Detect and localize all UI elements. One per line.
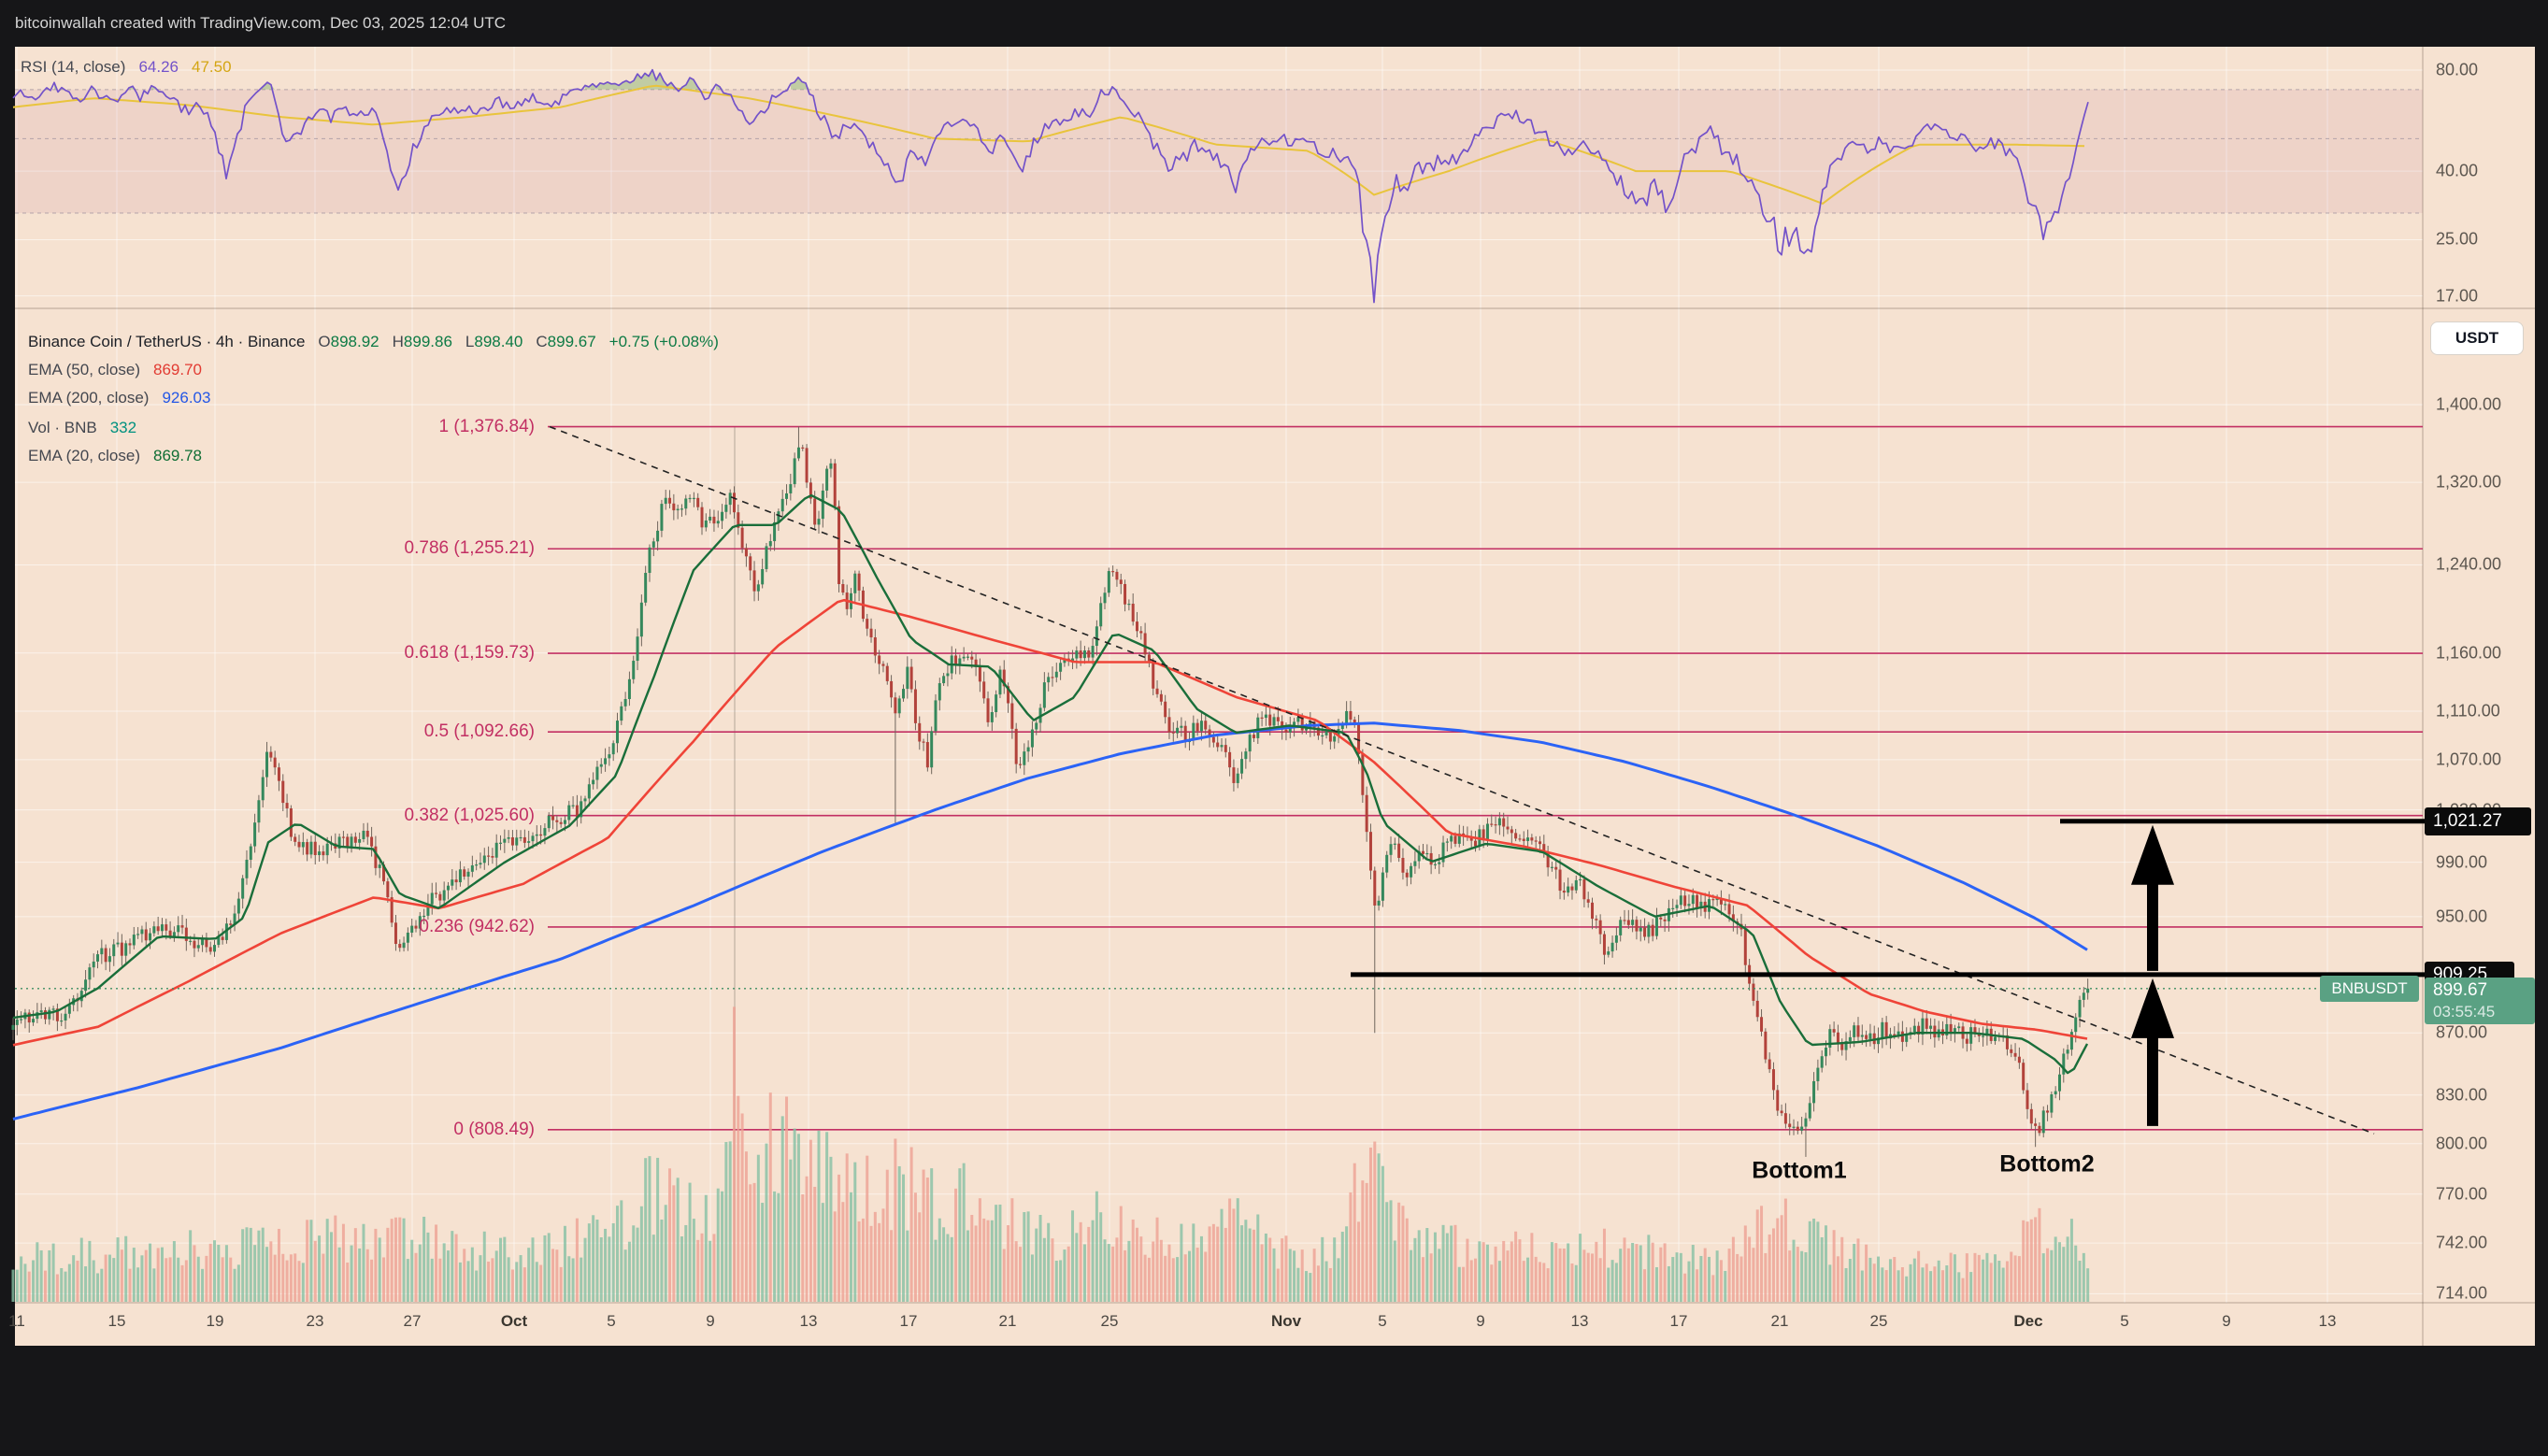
time-tick-label: 9 bbox=[2222, 1312, 2231, 1330]
ohlc-open: O898.92 bbox=[318, 333, 379, 350]
bar-countdown: 03:55:45 bbox=[2433, 1002, 2496, 1021]
time-tick-label: 5 bbox=[1378, 1312, 1387, 1330]
ema20-legend[interactable]: EMA (20, close) 869.78 bbox=[28, 447, 202, 464]
ema20-value: 869.78 bbox=[153, 447, 202, 464]
fib-label-0.786[interactable]: 0.786 (1,255.21) bbox=[404, 538, 535, 559]
time-tick-label: Oct bbox=[500, 1312, 528, 1330]
bottom2-annotation[interactable]: Bottom2 bbox=[1999, 1150, 2095, 1178]
time-tick-label: Dec bbox=[2013, 1312, 2043, 1330]
symbol-price-tag: BNBUSDT bbox=[2320, 975, 2419, 1002]
time-tick-label: 19 bbox=[206, 1312, 224, 1330]
price-tick-label: 714.00 bbox=[2436, 1283, 2488, 1303]
ema200-value: 926.03 bbox=[162, 389, 211, 407]
ohlc-low: L898.40 bbox=[465, 333, 523, 350]
fib-label-0.618[interactable]: 0.618 (1,159.73) bbox=[404, 643, 535, 664]
rsi-tick-label: 17.00 bbox=[2436, 286, 2479, 306]
price-tick-label: 1,070.00 bbox=[2436, 749, 2502, 769]
ema200-legend[interactable]: EMA (200, close) 926.03 bbox=[28, 389, 211, 407]
price-tick-label: 870.00 bbox=[2436, 1022, 2488, 1042]
time-tick-label: 25 bbox=[1100, 1312, 1119, 1330]
time-tick-label: 17 bbox=[1669, 1312, 1688, 1330]
time-tick-label: 27 bbox=[403, 1312, 422, 1330]
price-tick-label: 830.00 bbox=[2436, 1085, 2488, 1105]
time-tick-label: 21 bbox=[998, 1312, 1017, 1330]
ema50-legend[interactable]: EMA (50, close) 869.70 bbox=[28, 361, 202, 378]
price-tick-label: 800.00 bbox=[2436, 1134, 2488, 1153]
rsi-tick-label: 80.00 bbox=[2436, 60, 2479, 79]
ohlc-high: H899.86 bbox=[392, 333, 452, 350]
price-tick-label: 1,240.00 bbox=[2436, 554, 2502, 574]
fib-label-1[interactable]: 1 (1,376.84) bbox=[438, 416, 535, 436]
rsi-tick-label: 40.00 bbox=[2436, 161, 2479, 180]
price-tick-label: 990.00 bbox=[2436, 852, 2488, 872]
currency-toggle-button[interactable]: USDT bbox=[2430, 321, 2524, 355]
attribution-bar: bitcoinwallah created with TradingView.c… bbox=[0, 0, 2548, 47]
price-tick-label: 950.00 bbox=[2436, 906, 2488, 926]
rsi-tick-label: 25.00 bbox=[2436, 229, 2479, 249]
volume-value: 332 bbox=[109, 419, 137, 436]
time-tick-label: 25 bbox=[1869, 1312, 1888, 1330]
price-tick-label: 1,160.00 bbox=[2436, 643, 2502, 663]
fib-label-0.236[interactable]: 0.236 (942.62) bbox=[419, 916, 535, 936]
time-tick-label: 21 bbox=[1770, 1312, 1789, 1330]
time-tick-label: 23 bbox=[306, 1312, 324, 1330]
volume-legend[interactable]: Vol · BNB 332 bbox=[28, 419, 137, 436]
time-tick-label: 13 bbox=[2318, 1312, 2337, 1330]
price-tick-label: 1,320.00 bbox=[2436, 472, 2502, 492]
symbol-legend[interactable]: Binance Coin / TetherUS · 4h · Binance O… bbox=[28, 333, 719, 351]
price-tick-label: 1,110.00 bbox=[2436, 701, 2500, 721]
symbol-title: Binance Coin / TetherUS · 4h · Binance bbox=[28, 333, 306, 350]
attribution-text: bitcoinwallah created with TradingView.c… bbox=[15, 14, 507, 32]
time-tick-label: 15 bbox=[107, 1312, 126, 1330]
time-tick-label: 13 bbox=[799, 1312, 818, 1330]
bottom1-annotation[interactable]: Bottom1 bbox=[1752, 1157, 1847, 1184]
time-tick-label: 9 bbox=[1476, 1312, 1485, 1330]
rsi-legend[interactable]: RSI (14, close) 64.26 47.50 bbox=[21, 58, 232, 77]
fib-label-0[interactable]: 0 (808.49) bbox=[453, 1119, 535, 1139]
resistance-price-label: 1,021.27 bbox=[2425, 807, 2531, 835]
fib-label-0.382[interactable]: 0.382 (1,025.60) bbox=[404, 805, 535, 825]
rsi-ma-value: 47.50 bbox=[191, 58, 232, 76]
time-tick-label: 17 bbox=[899, 1312, 918, 1330]
ohlc-close: C899.67 bbox=[536, 333, 596, 350]
price-tick-label: 1,400.00 bbox=[2436, 394, 2502, 414]
price-tick-label: 770.00 bbox=[2436, 1184, 2488, 1204]
price-tick-label: 742.00 bbox=[2436, 1233, 2488, 1252]
rsi-value: 64.26 bbox=[138, 58, 179, 76]
time-tick-label: 11 bbox=[8, 1312, 25, 1330]
last-price-label: 899.67 03:55:45 bbox=[2425, 977, 2535, 1024]
time-tick-label: Nov bbox=[1270, 1312, 1302, 1330]
fib-label-0.5[interactable]: 0.5 (1,092.66) bbox=[423, 721, 535, 742]
ohlc-change: +0.75 (+0.08%) bbox=[608, 333, 719, 350]
time-tick-label: 5 bbox=[607, 1312, 616, 1330]
rsi-legend-label: RSI (14, close) bbox=[21, 58, 126, 76]
time-tick-label: 13 bbox=[1570, 1312, 1589, 1330]
ema50-value: 869.70 bbox=[153, 361, 202, 378]
time-tick-label: 5 bbox=[2120, 1312, 2129, 1330]
footer-bar: TradingView bbox=[0, 1346, 2548, 1456]
time-tick-label: 9 bbox=[706, 1312, 715, 1330]
